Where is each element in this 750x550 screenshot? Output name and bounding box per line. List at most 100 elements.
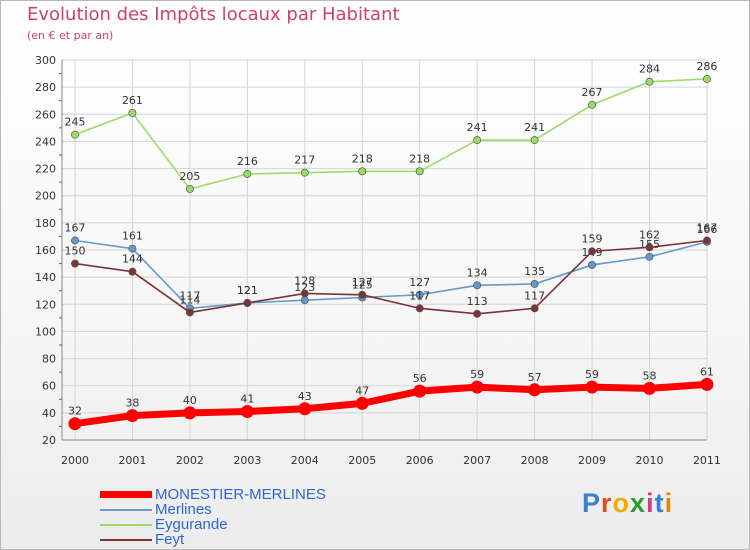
data-label: 121 <box>237 284 258 297</box>
data-label: 166 <box>696 223 717 236</box>
data-point <box>470 380 484 394</box>
data-point <box>528 383 542 397</box>
legend-item-monestier-merlines: MONESTIER-MERLINES <box>100 487 326 502</box>
series-line-merlines <box>74 239 708 310</box>
data-point <box>700 377 714 391</box>
data-label: 125 <box>352 279 373 292</box>
data-label: 114 <box>179 293 200 306</box>
data-label: 117 <box>524 289 545 302</box>
x-tick-label: 2005 <box>348 454 376 467</box>
data-label: 218 <box>352 152 373 165</box>
x-tick-label: 2004 <box>291 454 319 467</box>
data-label: 121 <box>237 284 258 297</box>
data-label: 117 <box>179 289 200 302</box>
legend-swatch-feyt <box>100 538 152 541</box>
x-tick-label: 2010 <box>636 454 664 467</box>
logo-letter: x <box>630 488 647 518</box>
data-point <box>128 108 137 117</box>
x-tick-label: 2006 <box>406 454 434 467</box>
data-label: 127 <box>409 276 430 289</box>
y-tick-label: 160 <box>35 244 56 257</box>
data-point <box>243 298 252 307</box>
data-label: 57 <box>528 371 542 384</box>
data-point <box>415 304 424 313</box>
data-point <box>125 409 139 423</box>
data-point <box>473 136 482 145</box>
data-point <box>645 77 654 86</box>
data-label: 38 <box>125 397 139 410</box>
data-label: 241 <box>467 121 488 134</box>
data-point <box>645 243 654 252</box>
data-point <box>530 136 539 145</box>
data-point <box>128 267 137 276</box>
logo-letter: i <box>664 488 674 518</box>
series-line-feyt <box>74 239 708 315</box>
legend-swatch-monestier-merlines <box>100 491 152 498</box>
grid-lines <box>62 59 708 441</box>
y-tick-label: 220 <box>35 163 56 176</box>
data-point <box>645 252 654 261</box>
data-point <box>588 260 597 269</box>
y-tick-label: 100 <box>35 325 56 338</box>
y-tick-label: 240 <box>35 135 56 148</box>
data-point <box>415 167 424 176</box>
data-point <box>530 279 539 288</box>
y-tick-label: 180 <box>35 217 56 230</box>
logo-letter: o <box>612 488 631 518</box>
data-point <box>71 130 79 139</box>
x-tick-label: 2009 <box>578 454 606 467</box>
series-monestier-merlines: 32 38 40 41 43 47 56 59 57 59 58 61 <box>68 365 714 431</box>
data-label: 261 <box>122 94 143 107</box>
logo-letter: P <box>582 488 602 518</box>
data-label: 286 <box>696 60 717 73</box>
data-label: 150 <box>65 245 86 258</box>
series-line-monestier-merlines <box>71 380 711 428</box>
data-label: 167 <box>696 222 717 235</box>
x-tick-label: 2008 <box>521 454 549 467</box>
legend-label-merlines: Merlines <box>155 501 212 518</box>
data-point <box>703 236 711 245</box>
data-label: 167 <box>65 222 86 235</box>
legend-item-eygurande: Eygurande <box>100 517 326 532</box>
data-point <box>358 290 367 299</box>
axes <box>59 60 707 441</box>
y-tick-label: 300 <box>35 54 56 67</box>
y-tick-label: 80 <box>42 353 56 366</box>
y-tick-label: 200 <box>35 190 56 203</box>
x-axis-ticks: 2000 2001 2002 2003 2004 2005 2006 2007 2008 2009… <box>61 454 721 467</box>
data-point <box>473 309 482 318</box>
data-point <box>183 406 197 420</box>
data-point <box>530 304 539 313</box>
data-point <box>413 384 427 398</box>
data-label: 159 <box>582 232 603 245</box>
data-label: 217 <box>294 154 315 167</box>
data-label: 128 <box>294 274 315 287</box>
legend-label-feyt: Feyt <box>155 531 185 548</box>
data-label: 284 <box>639 63 660 76</box>
data-point <box>128 244 137 253</box>
data-point <box>358 167 367 176</box>
y-tick-label: 20 <box>42 434 56 447</box>
y-tick-label: 40 <box>42 407 56 420</box>
logo-letter: r <box>601 488 613 518</box>
x-tick-label: 2007 <box>463 454 491 467</box>
series-line-eygurande <box>74 78 708 190</box>
chart-subtitle: (en € et par an) <box>27 29 114 42</box>
data-point <box>300 296 309 305</box>
data-point <box>243 170 252 178</box>
y-axis-ticks: 20 40 60 80 100 120 140 160 180 200 220 240 260 280 30… <box>35 54 56 447</box>
data-label: 245 <box>65 116 86 129</box>
data-point <box>185 308 194 317</box>
data-label: 58 <box>643 369 657 382</box>
data-label: 123 <box>294 281 315 294</box>
y-tick-label: 280 <box>35 81 56 94</box>
legend-label-monestier-merlines: MONESTIER-MERLINES <box>155 486 326 503</box>
data-label: 117 <box>409 289 430 302</box>
legend-item-merlines: Merlines <box>100 502 326 517</box>
data-point <box>71 236 79 245</box>
data-label: 56 <box>413 372 427 385</box>
proxiti-logo: Proxiti <box>582 488 673 519</box>
data-label: 43 <box>298 390 312 403</box>
